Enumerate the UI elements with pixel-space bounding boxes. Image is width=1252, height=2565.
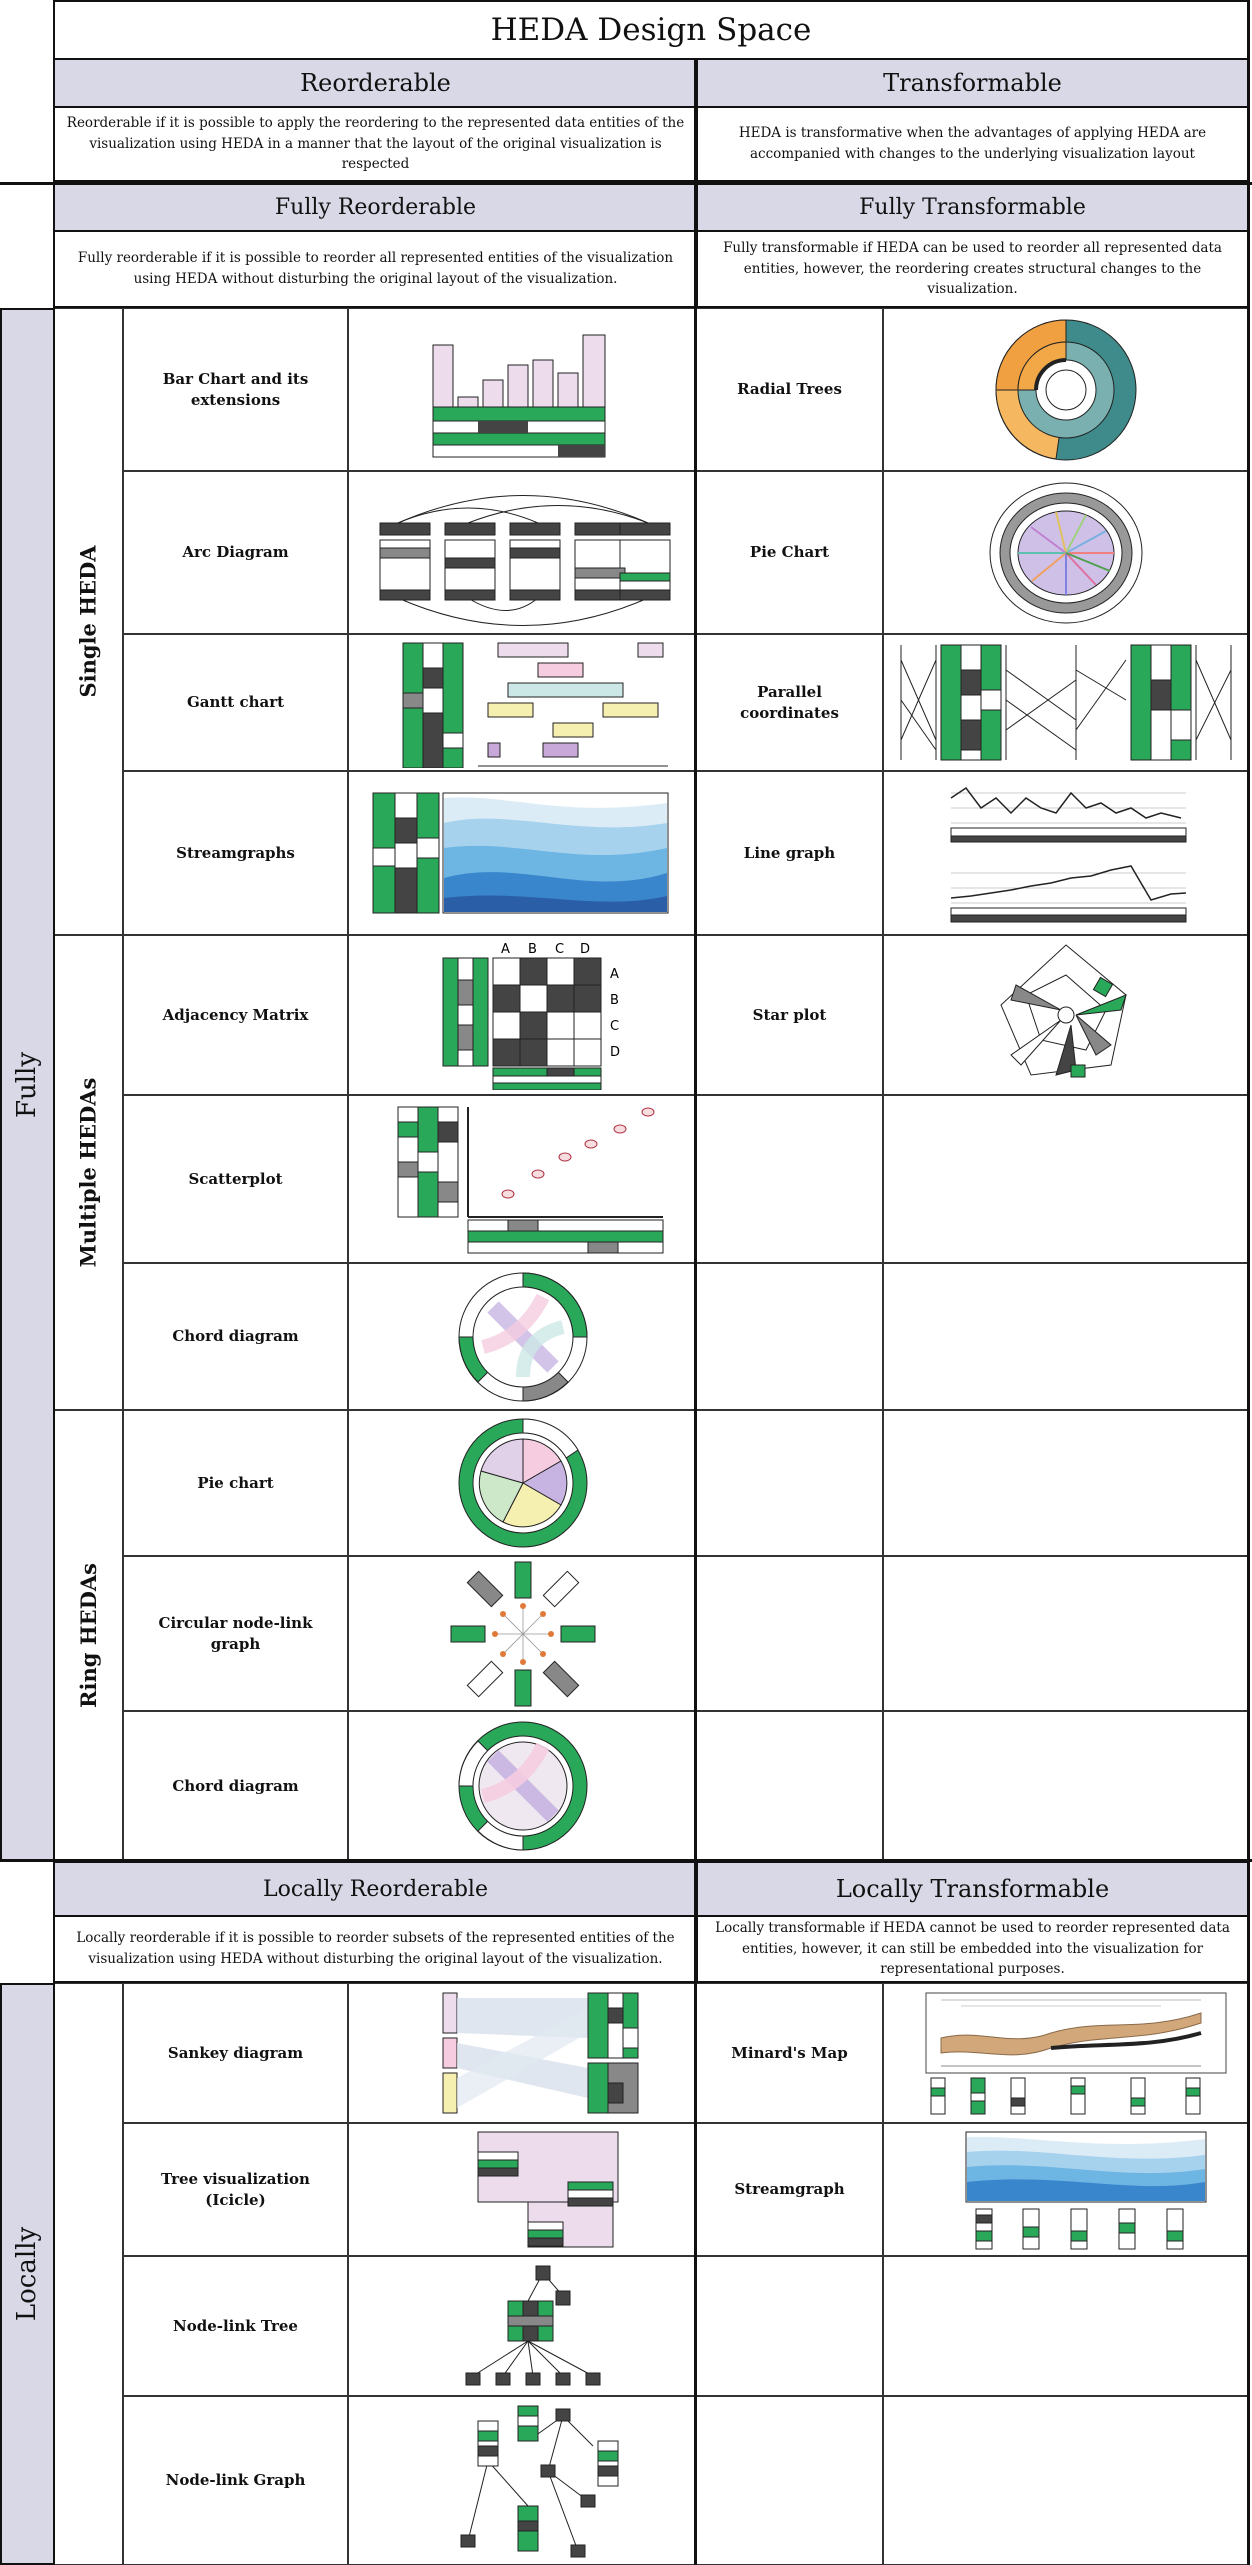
locally-reorderable-description: Locally reorderable if it is possible to… xyxy=(53,1915,698,1983)
divider xyxy=(0,182,1252,185)
matrix-row-letter-c: C xyxy=(610,1019,619,1034)
empty-cell xyxy=(696,1556,883,1711)
item-chord-diagram-multi: Chord diagram xyxy=(123,1263,348,1410)
locally-side-label: Locally xyxy=(0,1983,55,2565)
thumbnail-circular-node-link xyxy=(348,1556,698,1711)
empty-cell xyxy=(696,1095,883,1263)
item-bar-chart: Bar Chart and its extensions xyxy=(123,308,348,471)
matrix-row-letter-d: D xyxy=(610,1045,620,1060)
fully-reorderable-header: Fully Reorderable xyxy=(53,182,698,232)
locally-group-cell xyxy=(53,1983,123,2565)
item-node-link-graph: Node-link Graph xyxy=(123,2396,348,2565)
item-minards-map: Minard's Map xyxy=(696,1983,883,2123)
item-streamgraph-local: Streamgraph xyxy=(696,2123,883,2256)
empty-cell xyxy=(883,1711,1249,1861)
item-star-plot: Star plot xyxy=(696,935,883,1095)
empty-cell xyxy=(883,1095,1249,1263)
thumbnail-sankey-diagram xyxy=(348,1983,698,2123)
item-streamgraphs: Streamgraphs xyxy=(123,771,348,935)
item-chord-diagram-ring: Chord diagram xyxy=(123,1711,348,1861)
empty-cell xyxy=(883,1410,1249,1556)
thumbnail-radial-trees xyxy=(883,308,1249,471)
matrix-column-letter-c: C xyxy=(555,942,564,957)
fully-reorderable-description: Fully reorderable if it is possible to r… xyxy=(53,230,698,308)
reorderable-header: Reorderable xyxy=(53,58,698,108)
divider xyxy=(1247,0,1250,2565)
thumbnail-scatterplot xyxy=(348,1095,698,1263)
empty-cell xyxy=(883,1263,1249,1410)
matrix-row-letter-b: B xyxy=(610,993,619,1008)
thumbnail-streamgraphs xyxy=(348,771,698,935)
thumbnail-line-graph xyxy=(883,771,1249,935)
transformable-description: HEDA is transformative when the advantag… xyxy=(696,106,1249,182)
item-radial-trees: Radial Trees xyxy=(696,308,883,471)
empty-cell xyxy=(696,1263,883,1410)
fully-transformable-description: Fully transformable if HEDA can be used … xyxy=(696,230,1249,308)
thumbnail-node-link-tree xyxy=(348,2256,698,2396)
item-sankey-diagram: Sankey diagram xyxy=(123,1983,348,2123)
divider xyxy=(694,58,697,2565)
thumbnail-icicle xyxy=(348,2123,698,2256)
item-pie-chart-ring: Pie chart xyxy=(123,1410,348,1556)
item-arc-diagram: Arc Diagram xyxy=(123,471,348,634)
group-label-multiple-hedas: Multiple HEDAs xyxy=(53,935,123,1410)
item-tree-visualization-icicle: Tree visualization (Icicle) xyxy=(123,2123,348,2256)
item-circular-node-link-graph: Circular node-link graph xyxy=(123,1556,348,1711)
item-line-graph: Line graph xyxy=(696,771,883,935)
empty-cell xyxy=(696,2396,883,2565)
reorderable-description: Reorderable if it is possible to apply t… xyxy=(53,106,698,182)
thumbnail-arc-diagram xyxy=(348,471,698,634)
matrix-column-letter-a: A xyxy=(501,942,510,957)
divider xyxy=(53,0,55,2565)
figure-title: HEDA Design Space xyxy=(53,0,1249,60)
thumbnail-minards-map xyxy=(883,1983,1249,2123)
locally-transformable-description: Locally transformable if HEDA cannot be … xyxy=(696,1915,1249,1983)
matrix-column-letter-b: B xyxy=(528,942,537,957)
item-adjacency-matrix: Adjacency Matrix xyxy=(123,935,348,1095)
thumbnail-chord-diagram-multi xyxy=(348,1263,698,1410)
thumbnail-star-plot xyxy=(883,935,1249,1095)
item-parallel-coordinates: Parallel coordinates xyxy=(696,634,883,771)
thumbnail-chord-diagram-ring xyxy=(348,1711,698,1861)
thumbnail-node-link-graph xyxy=(348,2396,698,2565)
thumbnail-pie-chart-transform xyxy=(883,471,1249,634)
thumbnail-parallel-coordinates xyxy=(883,634,1249,771)
locally-transformable-header: Locally Transformable xyxy=(696,1861,1249,1917)
item-gantt-chart: Gantt chart xyxy=(123,634,348,771)
thumbnail-pie-chart-ring xyxy=(348,1410,698,1556)
divider xyxy=(0,1859,1252,1862)
empty-cell xyxy=(883,1556,1249,1711)
thumbnail-adjacency-matrix: A B C D A B C D xyxy=(348,935,698,1095)
matrix-column-letter-d: D xyxy=(580,942,590,957)
locally-reorderable-header: Locally Reorderable xyxy=(53,1861,698,1917)
thumbnail-gantt-chart xyxy=(348,634,698,771)
item-scatterplot: Scatterplot xyxy=(123,1095,348,1263)
empty-cell xyxy=(883,2396,1249,2565)
fully-side-label: Fully xyxy=(0,308,55,1861)
group-label-single-heda: Single HEDA xyxy=(53,308,123,935)
thumbnail-bar-chart xyxy=(348,308,698,471)
empty-cell xyxy=(696,1410,883,1556)
fully-transformable-header: Fully Transformable xyxy=(696,182,1249,232)
item-pie-chart-transform: Pie Chart xyxy=(696,471,883,634)
group-label-ring-hedas: Ring HEDAs xyxy=(53,1410,123,1861)
matrix-row-letter-a: A xyxy=(610,967,619,982)
item-node-link-tree: Node-link Tree xyxy=(123,2256,348,2396)
empty-cell xyxy=(883,2256,1249,2396)
empty-cell xyxy=(696,2256,883,2396)
transformable-header: Transformable xyxy=(696,58,1249,108)
empty-cell xyxy=(696,1711,883,1861)
thumbnail-streamgraph-local xyxy=(883,2123,1249,2256)
